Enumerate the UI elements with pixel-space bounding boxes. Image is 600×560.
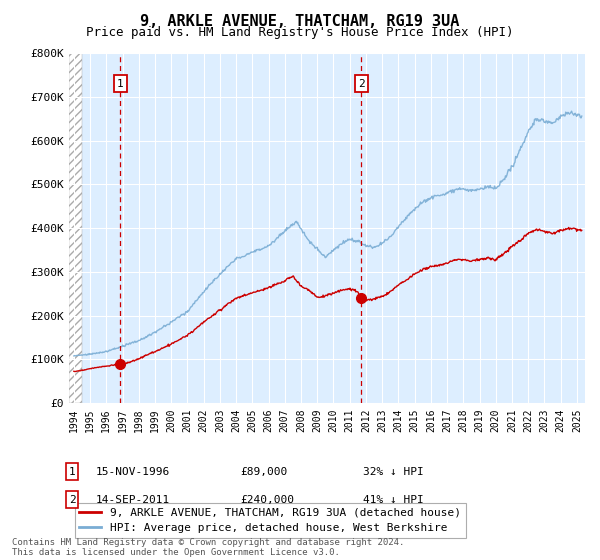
Text: 2: 2 [358, 79, 365, 89]
Text: 14-SEP-2011: 14-SEP-2011 [96, 494, 170, 505]
Text: 41% ↓ HPI: 41% ↓ HPI [363, 494, 424, 505]
Text: Contains HM Land Registry data © Crown copyright and database right 2024.
This d: Contains HM Land Registry data © Crown c… [12, 538, 404, 557]
Text: £89,000: £89,000 [240, 466, 287, 477]
Text: 15-NOV-1996: 15-NOV-1996 [96, 466, 170, 477]
Text: 32% ↓ HPI: 32% ↓ HPI [363, 466, 424, 477]
Text: 1: 1 [117, 79, 124, 89]
Bar [69, 53, 82, 403]
Text: 9, ARKLE AVENUE, THATCHAM, RG19 3UA: 9, ARKLE AVENUE, THATCHAM, RG19 3UA [140, 14, 460, 29]
Text: 1: 1 [68, 466, 76, 477]
Text: £240,000: £240,000 [240, 494, 294, 505]
Legend: 9, ARKLE AVENUE, THATCHAM, RG19 3UA (detached house), HPI: Average price, detach: 9, ARKLE AVENUE, THATCHAM, RG19 3UA (det… [74, 503, 466, 538]
Text: Price paid vs. HM Land Registry's House Price Index (HPI): Price paid vs. HM Land Registry's House … [86, 26, 514, 39]
Text: 2: 2 [68, 494, 76, 505]
